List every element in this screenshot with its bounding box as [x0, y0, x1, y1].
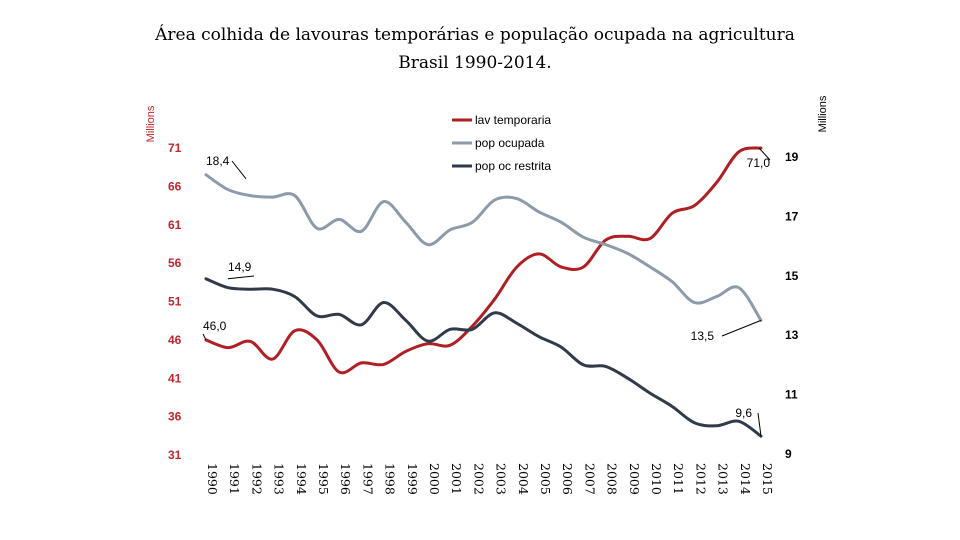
data-label: 18,4 [206, 154, 230, 168]
x-tick-label: 1998 [383, 463, 398, 495]
series-lines [204, 146, 763, 438]
left-tick-label: 56 [168, 256, 182, 270]
x-tick-label: 1990 [205, 463, 220, 495]
x-tick-label: 1997 [360, 463, 375, 495]
x-tick-label: 2007 [582, 463, 597, 495]
legend-label: lav temporaria [475, 113, 551, 127]
data-label-leader [757, 412, 762, 437]
x-tick-label: 2004 [516, 463, 531, 495]
left-tick-label: 66 [168, 179, 182, 193]
legend-label: pop ocupada [475, 136, 545, 150]
x-tick-label: 1999 [405, 463, 420, 495]
right-axis-ticks: 19 17 15 13 11 9 [785, 150, 799, 461]
x-axis-ticks: 1990 1991 1992 1993 1994 1995 1996 1997 1998 1999… [205, 463, 775, 495]
x-tick-label: 2008 [605, 463, 620, 495]
data-labels: 18,4 14,9 46,0 71,0 13,5 9,6 [202, 147, 771, 437]
data-label-leader [758, 147, 771, 161]
right-tick-label: 17 [785, 209, 799, 223]
x-tick-label: 2013 [716, 463, 731, 495]
series-line-2 [204, 173, 763, 322]
x-tick-label: 2001 [449, 463, 464, 495]
right-tick-label: 19 [785, 150, 799, 164]
x-tick-label: 1996 [338, 463, 353, 495]
x-tick-label: 1992 [249, 463, 264, 495]
left-tick-label: 36 [168, 410, 182, 424]
data-label: 14,9 [228, 260, 252, 274]
series-line-3 [204, 277, 763, 438]
left-axis-ticks: 71 66 61 56 51 46 41 36 31 [168, 141, 182, 462]
x-tick-label: 2011 [671, 463, 686, 495]
left-tick-label: 61 [168, 218, 182, 232]
chart-subtitle: Brasil 1990-2014. [398, 53, 551, 73]
left-tick-label: 71 [168, 141, 182, 155]
data-label-leader [231, 160, 247, 180]
right-axis-label: Millions [817, 95, 829, 132]
x-tick-label: 1993 [272, 463, 287, 495]
x-tick-label: 2002 [471, 463, 486, 495]
left-tick-label: 46 [168, 333, 182, 347]
series-line-1 [204, 146, 763, 375]
x-tick-label: 2006 [560, 463, 575, 495]
right-tick-label: 13 [785, 328, 799, 342]
data-label: 13,5 [691, 329, 715, 343]
left-axis-label: Millions [145, 105, 157, 142]
x-tick-label: 1991 [227, 463, 242, 495]
chart-title: Área colhida de lavouras temporárias e p… [154, 24, 795, 45]
right-tick-label: 11 [785, 388, 798, 402]
left-tick-label: 41 [168, 371, 182, 385]
x-tick-label: 2015 [760, 463, 775, 495]
data-label-leader [227, 275, 255, 280]
x-tick-label: 1995 [316, 463, 331, 495]
data-label-leader [202, 333, 207, 341]
data-label: 71,0 [747, 156, 771, 170]
data-label: 46,0 [203, 319, 227, 333]
left-tick-label: 51 [168, 295, 182, 309]
right-tick-label: 15 [785, 269, 799, 283]
right-tick-label: 9 [785, 447, 792, 461]
legend: lav temporaria pop ocupada pop oc restrita [452, 113, 551, 173]
x-tick-label: 2012 [693, 463, 708, 495]
data-label-leader [721, 319, 762, 337]
x-tick-label: 2003 [494, 463, 509, 495]
left-tick-label: 31 [168, 448, 182, 462]
x-tick-label: 2009 [627, 463, 642, 495]
x-tick-label: 2000 [427, 463, 442, 495]
x-tick-label: 2005 [538, 463, 553, 495]
legend-label: pop oc restrita [475, 159, 551, 173]
data-label: 9,6 [735, 406, 752, 420]
x-tick-label: 2014 [738, 463, 753, 495]
x-tick-label: 1994 [294, 463, 309, 495]
x-tick-label: 2010 [649, 463, 664, 495]
